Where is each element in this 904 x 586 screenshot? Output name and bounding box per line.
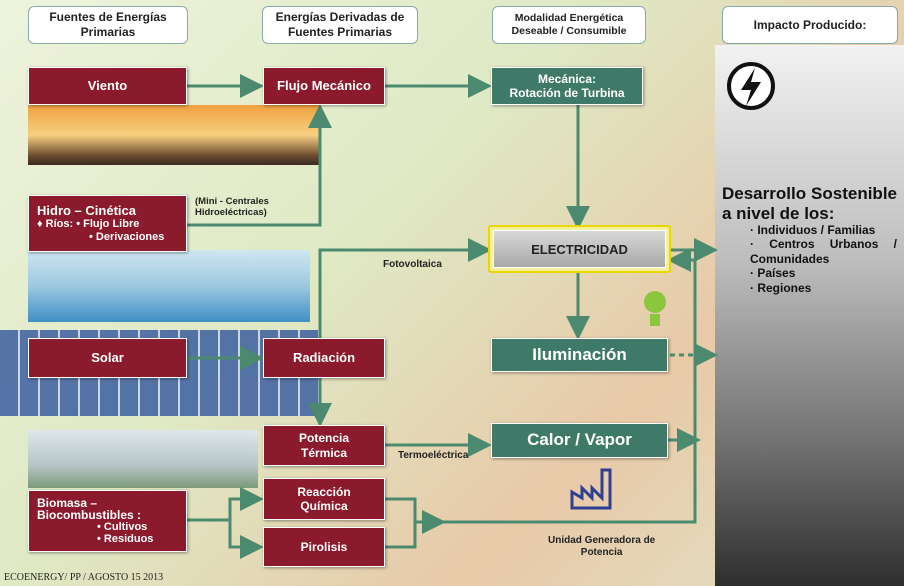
node-box: Flujo Mecánico	[263, 67, 385, 105]
label-line: Potencia	[548, 547, 655, 559]
header: Energías Derivadas de Fuentes Primarias	[262, 6, 418, 44]
node-text: Solar	[91, 350, 124, 366]
node-text: • Derivaciones	[37, 231, 164, 244]
arrow	[385, 499, 440, 547]
node-box: Solar	[28, 338, 187, 378]
node-text: Química	[300, 499, 347, 513]
node-text: • Cultivos	[37, 522, 147, 534]
label: Fotovoltaica	[383, 259, 442, 271]
impact-item: · Países	[722, 266, 897, 280]
node-text: Reacción	[297, 485, 350, 499]
header: Fuentes de Energías Primarias	[28, 6, 188, 44]
node-text: Flujo Mecánico	[277, 78, 371, 94]
impact-title: Desarrollo Sostenible a nivel de los:	[722, 184, 897, 223]
node-text: Viento	[88, 78, 128, 94]
node-box: ELECTRICIDAD	[493, 230, 666, 268]
node-text: Pirolisis	[301, 540, 348, 554]
node-box: Biomasa –Biocombustibles :• Cultivos• Re…	[28, 490, 187, 552]
node-text: Rotación de Turbina	[509, 86, 624, 100]
bulb-icon	[644, 291, 666, 313]
node-box: Mecánica:Rotación de Turbina	[491, 67, 643, 105]
impact-item: · Centros Urbanos / Comunidades	[722, 237, 897, 266]
impact-item: · Regiones	[722, 281, 897, 295]
bulb-base	[650, 314, 660, 326]
label-line: Hidroeléctricas)	[195, 207, 269, 218]
label-line: Unidad Generadora de	[548, 535, 655, 547]
node-box: Radiación	[263, 338, 385, 378]
node-box: Pirolisis	[263, 527, 385, 567]
node-text: Iluminación	[532, 345, 626, 365]
impact-item: · Individuos / Familias	[722, 223, 897, 237]
factory-icon	[572, 470, 610, 508]
node-box: Calor / Vapor	[491, 423, 668, 458]
impact: Desarrollo Sostenible a nivel de los: · …	[722, 184, 897, 295]
node-box: Viento	[28, 67, 187, 105]
node-box: Iluminación	[491, 338, 668, 372]
arrow	[230, 520, 258, 547]
node-text: ELECTRICIDAD	[531, 242, 628, 257]
node-text: Radiación	[293, 350, 355, 366]
node-box: Hidro – Cinética♦ Ríos: • Flujo Libre• D…	[28, 195, 187, 252]
node-text: Mecánica:	[538, 72, 596, 86]
header: Modalidad Energética Deseable / Consumib…	[492, 6, 646, 44]
footer: ECOENERGY/ PP / AGOSTO 15 2013	[4, 572, 163, 583]
node-text: Hidro – Cinética	[37, 203, 136, 219]
arrow	[187, 499, 258, 520]
highlight-frame: ELECTRICIDAD	[488, 225, 671, 273]
node-text: ♦ Ríos: • Flujo Libre	[37, 218, 139, 231]
node-text: Calor / Vapor	[527, 430, 632, 450]
node-text: Potencia	[299, 431, 349, 445]
diagram: Fuentes de Energías Primarias Energías D…	[0, 0, 904, 586]
node-text: Térmica	[301, 446, 347, 460]
header: Impacto Producido:	[722, 6, 898, 44]
node-text: • Residuos	[37, 534, 153, 546]
label-line: (Mini - Centrales	[195, 196, 269, 207]
label: Termoeléctrica	[398, 450, 468, 462]
